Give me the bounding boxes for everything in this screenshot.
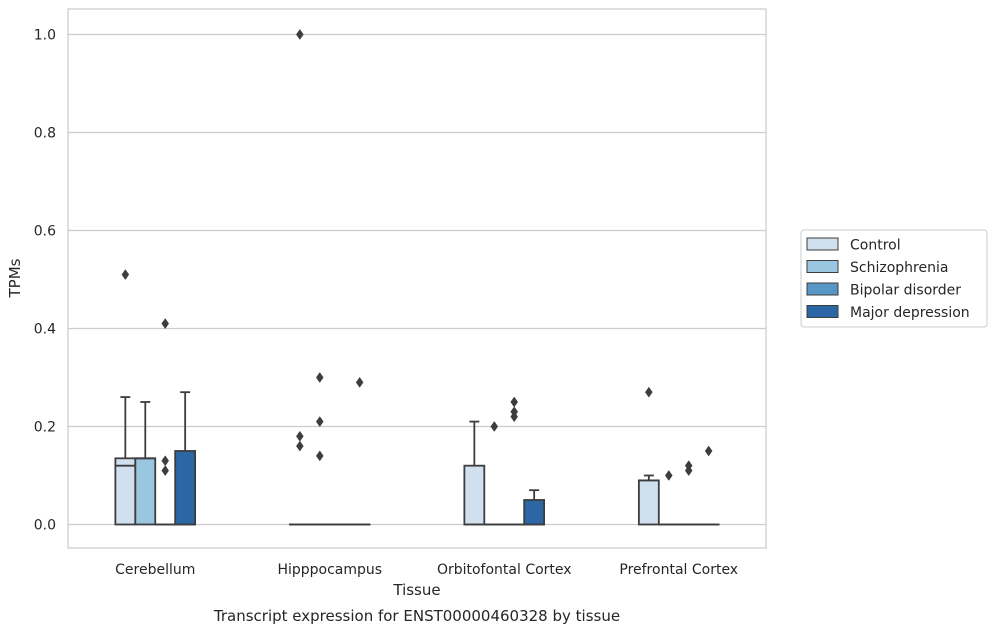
- outlier-point: [684, 465, 693, 477]
- outlier-point: [664, 470, 673, 481]
- x-tick-label: Prefrontal Cortex: [619, 562, 738, 578]
- box-plot: [523, 489, 546, 526]
- y-tick-label: 1.0: [34, 27, 56, 43]
- y-tick-label: 0.6: [34, 223, 56, 239]
- y-tick-label: 0.2: [34, 419, 56, 435]
- box-iqr: [523, 499, 546, 526]
- y-tick-label: 0.0: [34, 517, 56, 533]
- grid-layer: [68, 33, 766, 526]
- chart-title: Transcript expression for ENST0000046032…: [213, 607, 620, 625]
- y-tick-label: 0.4: [34, 321, 56, 337]
- box-iqr: [134, 457, 157, 526]
- box-iqr: [637, 479, 660, 526]
- legend-items: Control Schizophrenia Bipolar disorder Majo…: [806, 237, 970, 321]
- box-plot: [174, 391, 197, 526]
- box-iqr: [463, 464, 486, 526]
- outlier-point: [315, 450, 324, 462]
- legend-label: Major depression: [850, 305, 970, 321]
- boxes-layer: [114, 391, 720, 526]
- legend-swatch: [806, 305, 839, 318]
- outlier-point: [121, 269, 130, 281]
- y-tick-label: 0.8: [34, 125, 56, 141]
- outlier-point: [510, 396, 519, 408]
- legend-frame: [800, 229, 988, 328]
- legend-label: Control: [850, 238, 901, 254]
- outlier-point: [704, 445, 713, 457]
- box-plot: [134, 401, 157, 526]
- outlier-point: [315, 372, 324, 383]
- x-tick-label: Cerebellum: [115, 562, 195, 578]
- outlier-point: [355, 376, 364, 388]
- legend-swatch: [806, 282, 839, 296]
- legend-swatch: [806, 260, 839, 273]
- outlier-point: [315, 416, 324, 428]
- legend-swatch: [806, 237, 839, 251]
- box-iqr: [174, 450, 197, 526]
- outlier-point: [161, 318, 170, 330]
- legend: Control Schizophrenia Bipolar disorder Majo…: [800, 229, 988, 328]
- y-axis-title: TPMs: [6, 258, 24, 298]
- box-plot: [114, 396, 137, 526]
- outlier-point: [296, 440, 304, 452]
- outlier-point: [161, 465, 170, 477]
- x-axis: Cerebellum Hipppocampus Orbitofontal Corte…: [115, 562, 738, 578]
- outlier-point: [296, 29, 304, 40]
- outlier-point: [296, 430, 304, 442]
- x-axis-title: Tissue: [392, 581, 440, 599]
- outlier-point: [510, 411, 519, 423]
- y-axis: 0.0 0.2 0.4 0.6 0.8 1.0: [34, 27, 56, 533]
- outlier-point: [645, 386, 653, 398]
- box-iqr: [114, 457, 137, 526]
- box-plot: [463, 420, 486, 526]
- outlier-point: [161, 455, 170, 467]
- box-plot: [637, 474, 660, 526]
- x-tick-label: Orbitofontal Cortex: [437, 562, 572, 578]
- outlier-point: [490, 421, 499, 432]
- legend-label: Schizophrenia: [850, 260, 948, 276]
- outliers-layer: [121, 29, 713, 481]
- plot-frame: [67, 8, 767, 549]
- x-tick-label: Hipppocampus: [277, 562, 382, 578]
- legend-label: Bipolar disorder: [850, 283, 961, 299]
